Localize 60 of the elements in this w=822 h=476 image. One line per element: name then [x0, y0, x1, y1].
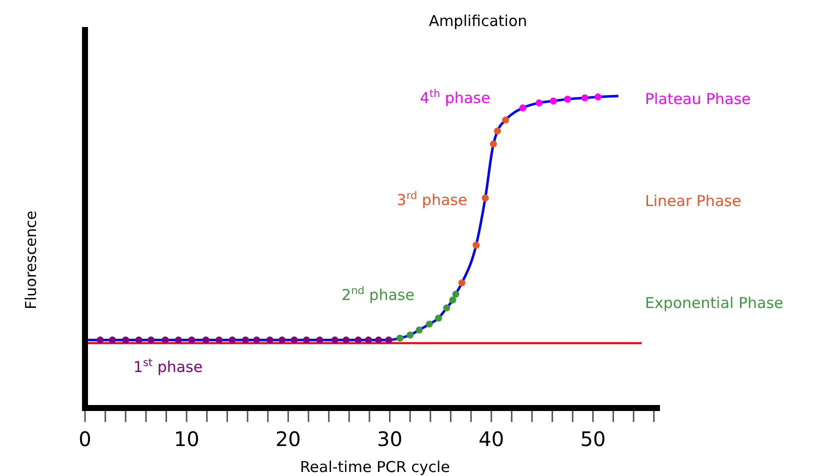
point — [242, 336, 250, 344]
point — [228, 336, 236, 344]
point — [278, 336, 286, 344]
point — [406, 331, 414, 338]
point — [266, 336, 274, 344]
point — [564, 96, 572, 103]
point — [316, 336, 324, 344]
point — [331, 336, 338, 344]
series-label: 4$^{th}$ phase — [420, 88, 490, 107]
series-label: 3$^{rd}$ phase — [396, 190, 468, 209]
point — [342, 336, 350, 344]
point — [354, 336, 362, 344]
point — [174, 336, 182, 344]
point — [96, 336, 104, 344]
point — [502, 116, 510, 124]
point — [472, 242, 480, 249]
series-label: 1$^{st}$ phase — [133, 357, 203, 376]
chart-title: Amplification — [428, 12, 528, 30]
point — [108, 336, 116, 344]
point — [162, 336, 169, 344]
point — [536, 99, 543, 106]
point — [581, 94, 588, 102]
annotation: Exponential Phase — [645, 294, 784, 312]
annotation: Linear Phase — [645, 192, 742, 210]
point — [458, 279, 466, 286]
point — [148, 336, 155, 344]
point — [452, 290, 460, 298]
point — [594, 93, 602, 100]
x-tick-label: 30 — [377, 427, 402, 451]
point — [253, 336, 260, 344]
x-tick-label: 40 — [478, 427, 504, 451]
point — [302, 336, 310, 344]
point — [188, 336, 196, 344]
point — [490, 140, 497, 148]
point — [482, 194, 489, 202]
point — [550, 97, 557, 104]
point — [396, 334, 404, 342]
point — [385, 336, 392, 344]
y-axis-title: Fluorescence — [22, 210, 40, 310]
x-tick-label: 20 — [275, 427, 301, 451]
point — [443, 304, 450, 312]
x-axis-title: Real-time PCR cycle — [300, 458, 450, 476]
point — [375, 336, 382, 344]
point — [519, 104, 526, 112]
annotation: Plateau Phase — [645, 90, 751, 108]
x-tick-label: 0 — [78, 427, 92, 451]
x-tick-label: 10 — [174, 427, 200, 451]
point — [202, 336, 210, 344]
point — [426, 320, 433, 328]
series-label: 2$^{nd}$ phase — [342, 285, 414, 304]
point — [364, 336, 372, 344]
x-tick-label: 50 — [580, 427, 606, 451]
point — [416, 326, 423, 334]
point — [435, 314, 442, 322]
point — [122, 336, 130, 344]
point — [449, 296, 456, 304]
point — [290, 336, 298, 344]
point — [494, 127, 501, 134]
point — [135, 336, 142, 344]
point — [216, 336, 223, 344]
